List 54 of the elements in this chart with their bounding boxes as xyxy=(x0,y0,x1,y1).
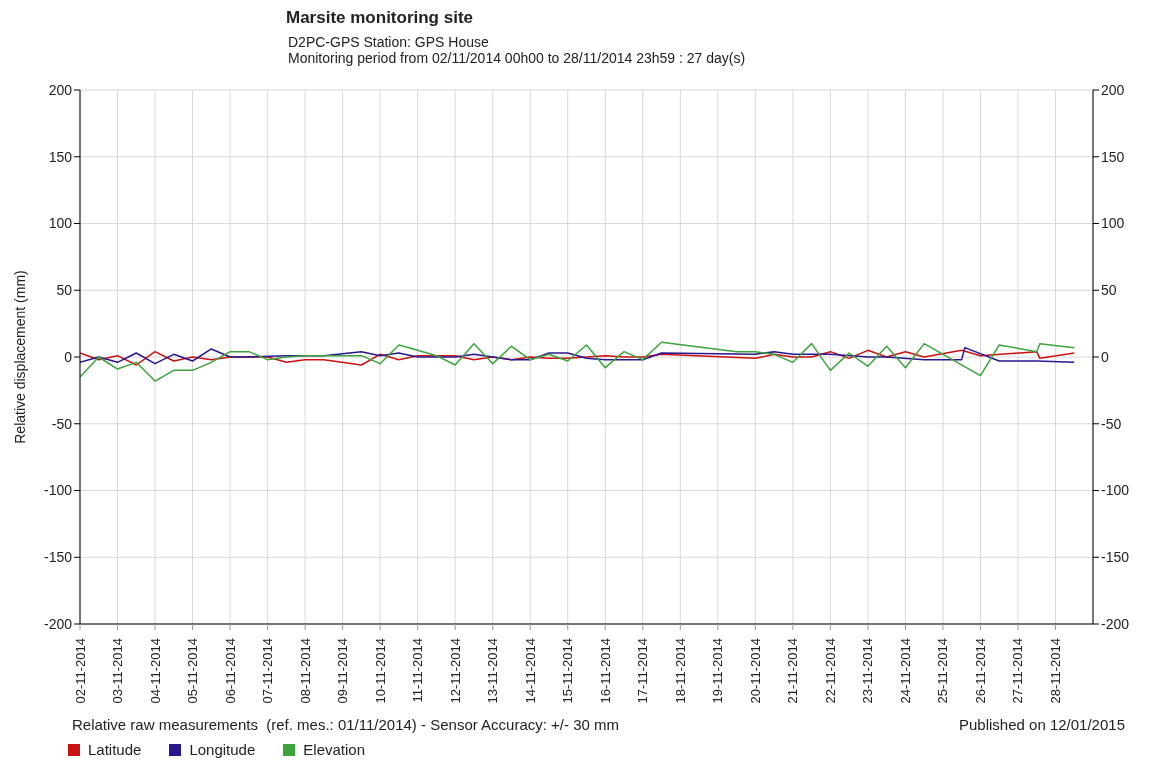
chart-subtitle: D2PC-GPS Station: GPS House Monitoring period from 02/11/2014 00h00 to 28/11/2014 23h59 : 27 day(s) xyxy=(288,34,747,66)
y2-tick-label: 50 xyxy=(1101,282,1117,299)
y2-tick-label: -200 xyxy=(1101,615,1130,632)
y2-tick-label: -50 xyxy=(1101,415,1122,432)
x-tick-label: 03-11-2014 xyxy=(110,638,126,704)
x-tick-label: 19-11-2014 xyxy=(710,638,726,704)
text: Relative raw measurements (ref. mes.: 01/11/2014) - Sensor Accuracy: +/- 30 mm xyxy=(72,716,620,733)
y-axis-title: Relative displacement (mm) xyxy=(11,270,28,444)
y-tick-label: -100 xyxy=(43,482,73,499)
chart-title: Marsite monitoring site xyxy=(286,8,475,28)
x-tick-label: 26-11-2014 xyxy=(972,638,988,704)
x-tick-label: 04-11-2014 xyxy=(147,638,163,704)
y-tick-label: 100 xyxy=(48,215,73,232)
x-tick-label: 17-11-2014 xyxy=(635,638,651,704)
x-tick-label: 16-11-2014 xyxy=(597,638,613,704)
y2-tick-label: 0 xyxy=(1101,348,1109,365)
x-tick-label: 02-11-2014 xyxy=(72,638,88,704)
legend-label: Latitude xyxy=(88,741,142,758)
x-tick-label: 27-11-2014 xyxy=(1010,638,1026,704)
x-tick-label: 22-11-2014 xyxy=(822,638,838,704)
x-tick-label: 05-11-2014 xyxy=(185,638,201,704)
x-tick-label: 12-11-2014 xyxy=(447,638,463,704)
x-tick-label: 18-11-2014 xyxy=(672,638,688,704)
y2-tick-label: -100 xyxy=(1101,482,1130,499)
y2-tick-label: 200 xyxy=(1101,81,1125,98)
y2-tick-label: -150 xyxy=(1101,549,1130,566)
x-tick-label: 21-11-2014 xyxy=(785,638,801,704)
x-tick-label: 15-11-2014 xyxy=(560,638,576,704)
x-tick-label: 06-11-2014 xyxy=(222,638,238,704)
x-tick-label: 14-11-2014 xyxy=(522,638,538,704)
x-tick-label: 20-11-2014 xyxy=(747,638,763,704)
x-tick-label: 28-11-2014 xyxy=(1047,638,1063,704)
legend-label: Elevation xyxy=(303,741,366,758)
x-tick-label: 11-11-2014 xyxy=(410,638,426,703)
y-tick-label: -200 xyxy=(43,615,73,632)
text: Published on 12/01/2015 xyxy=(959,716,1125,733)
y-tick-label: -50 xyxy=(51,415,73,432)
y-tick-label: 50 xyxy=(56,282,73,299)
x-tick-label: 08-11-2014 xyxy=(297,638,313,704)
y-tick-label: 200 xyxy=(48,81,73,98)
y2-tick-label: 150 xyxy=(1101,148,1125,165)
x-tick-label: 09-11-2014 xyxy=(335,638,351,704)
x-tick-label: 13-11-2014 xyxy=(485,638,501,704)
x-tick-label: 24-11-2014 xyxy=(897,638,913,704)
x-tick-label: 25-11-2014 xyxy=(935,638,951,704)
y-tick-label: 150 xyxy=(48,148,73,165)
y-tick-label: -150 xyxy=(43,549,73,566)
legend-label: Longitude xyxy=(189,741,256,758)
line-series xyxy=(80,341,1075,382)
y2-tick-label: 100 xyxy=(1101,215,1125,232)
y-tick-label: 0 xyxy=(64,348,73,365)
x-tick-label: 23-11-2014 xyxy=(860,638,876,704)
x-tick-label: 10-11-2014 xyxy=(372,638,388,704)
x-tick-label: 07-11-2014 xyxy=(260,638,276,704)
